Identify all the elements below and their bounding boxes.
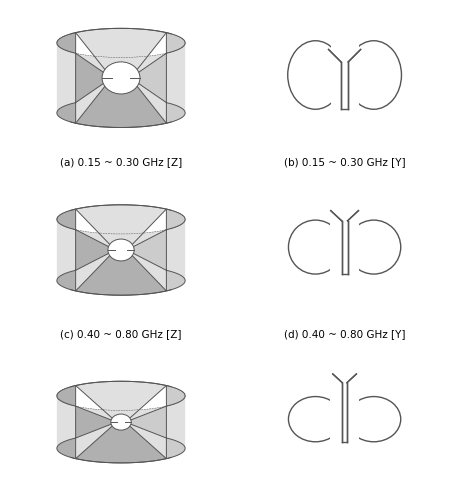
Polygon shape (76, 422, 166, 463)
Polygon shape (127, 209, 185, 291)
Polygon shape (76, 28, 166, 78)
Ellipse shape (111, 414, 131, 430)
Text: (c) 0.40 ~ 0.80 GHz [Z]: (c) 0.40 ~ 0.80 GHz [Z] (60, 329, 182, 339)
Polygon shape (330, 220, 359, 274)
Polygon shape (130, 32, 185, 123)
Polygon shape (125, 386, 185, 458)
Polygon shape (57, 209, 115, 291)
Ellipse shape (108, 239, 134, 261)
Ellipse shape (289, 396, 343, 442)
Text: (b) 0.15 ~ 0.30 GHz [Y]: (b) 0.15 ~ 0.30 GHz [Y] (284, 156, 405, 166)
Ellipse shape (347, 220, 401, 274)
Ellipse shape (102, 62, 140, 94)
Polygon shape (327, 48, 362, 110)
Polygon shape (57, 43, 185, 128)
Polygon shape (57, 396, 185, 463)
Polygon shape (330, 396, 359, 442)
Polygon shape (57, 32, 112, 123)
Polygon shape (331, 40, 359, 110)
Ellipse shape (346, 40, 402, 110)
Polygon shape (76, 382, 166, 422)
Polygon shape (76, 250, 166, 295)
Polygon shape (329, 209, 360, 274)
Polygon shape (57, 386, 117, 458)
Polygon shape (76, 78, 166, 128)
Ellipse shape (289, 220, 343, 274)
Polygon shape (331, 372, 358, 442)
Text: (a) 0.15 ~ 0.30 GHz [Z]: (a) 0.15 ~ 0.30 GHz [Z] (60, 156, 182, 166)
Ellipse shape (347, 396, 401, 442)
Text: (d) 0.40 ~ 0.80 GHz [Y]: (d) 0.40 ~ 0.80 GHz [Y] (284, 329, 405, 339)
Polygon shape (57, 220, 185, 295)
Ellipse shape (288, 40, 343, 110)
Polygon shape (76, 205, 166, 250)
